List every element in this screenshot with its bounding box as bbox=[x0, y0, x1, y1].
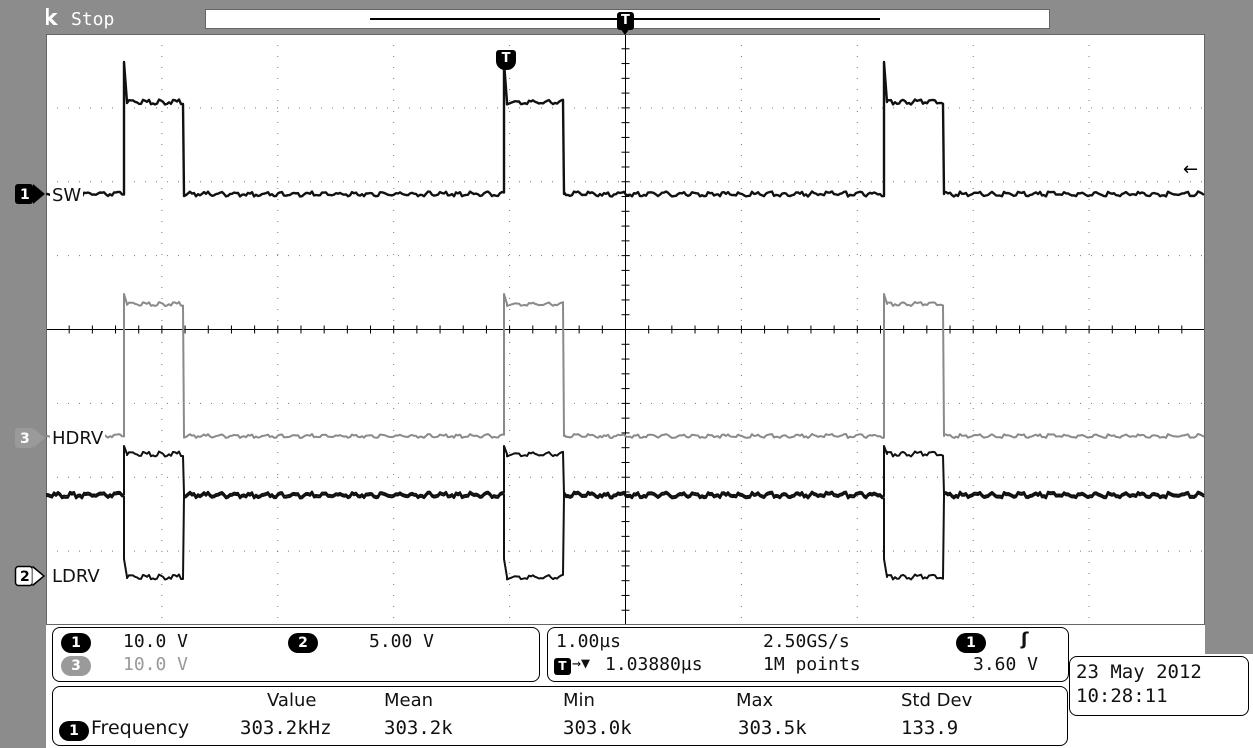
trigger-point-icon: T bbox=[496, 50, 516, 70]
header-mean: Mean bbox=[384, 690, 434, 711]
trigger-position-icon[interactable]: T bbox=[617, 12, 634, 35]
horizontal-settings-panel[interactable]: 1.00µs 2.50GS/s 1 ʃ T →▼ 1.03880µs 1M po… bbox=[547, 627, 1069, 682]
channel-2-badge: 2 bbox=[288, 633, 318, 653]
svg-text:1: 1 bbox=[20, 187, 30, 203]
graticule bbox=[46, 34, 1205, 625]
measurement-panel[interactable]: Value Mean Min Max Std Dev 1 Frequency 3… bbox=[52, 686, 1068, 746]
delay-trigger-icon: T bbox=[554, 658, 571, 675]
measurement-value: 303.2kHz bbox=[240, 717, 332, 739]
channel-3-badge: 3 bbox=[61, 656, 91, 676]
trigger-delay: 1.03880µs bbox=[605, 654, 703, 675]
measurement-std-dev: 133.9 bbox=[901, 717, 959, 739]
channel-2-arrow-icon: 2 bbox=[14, 565, 46, 587]
vertical-settings-panel[interactable]: 1 10.0 V 2 5.00 V 3 10.0 V bbox=[52, 627, 540, 682]
measurement-name: Frequency bbox=[91, 717, 190, 739]
channel-2-trace-outline bbox=[46, 445, 1205, 498]
channel-3-scale: 10.0 V bbox=[123, 654, 189, 675]
channel-3-arrow-icon: 3 bbox=[15, 428, 45, 448]
header-max: Max bbox=[736, 690, 774, 711]
waveform-traces bbox=[46, 60, 1205, 581]
header-std-dev: Std Dev bbox=[901, 690, 973, 711]
left-frame bbox=[0, 0, 46, 748]
header-min: Min bbox=[563, 690, 595, 711]
channel-1-label: SW bbox=[50, 185, 84, 206]
channel-1-badge: 1 bbox=[61, 633, 91, 653]
channel-3-label: HDRV bbox=[50, 428, 106, 449]
channel-2-label: LDRV bbox=[50, 566, 102, 587]
time-per-division: 1.00µs bbox=[556, 631, 622, 652]
channel-1-trace bbox=[46, 60, 1205, 198]
channel-2-trace bbox=[46, 492, 1205, 581]
svg-text:2: 2 bbox=[20, 569, 30, 585]
datetime-panel: 23 May 2012 10:28:11 bbox=[1069, 656, 1249, 716]
trigger-level-arrow-icon[interactable]: ← bbox=[1183, 159, 1199, 180]
right-frame bbox=[1205, 0, 1253, 654]
sample-rate: 2.50GS/s bbox=[763, 631, 850, 652]
date: 23 May 2012 bbox=[1076, 661, 1202, 683]
trigger-source-badge: 1 bbox=[956, 633, 986, 653]
trigger-slope-icon: ʃ bbox=[1021, 629, 1029, 650]
time: 10:28:11 bbox=[1076, 685, 1168, 707]
channel-1-scale: 10.0 V bbox=[123, 631, 189, 652]
svg-text:3: 3 bbox=[20, 431, 30, 447]
record-length: 1M points bbox=[763, 654, 861, 675]
measurement-min: 303.0k bbox=[563, 717, 632, 739]
channel-1-arrow-icon: 1 bbox=[15, 184, 45, 204]
trigger-level: 3.60 V bbox=[973, 654, 1039, 675]
measurement-channel-badge: 1 bbox=[59, 721, 89, 741]
measurement-max: 303.5k bbox=[738, 717, 807, 739]
measurement-mean: 303.2k bbox=[384, 717, 453, 739]
channel-2-scale: 5.00 V bbox=[369, 631, 435, 652]
channel-3-trace bbox=[46, 293, 1205, 439]
header-value: Value bbox=[267, 690, 317, 711]
delay-arrow-icon: →▼ bbox=[572, 654, 591, 672]
acquisition-state: Stop bbox=[71, 9, 115, 30]
